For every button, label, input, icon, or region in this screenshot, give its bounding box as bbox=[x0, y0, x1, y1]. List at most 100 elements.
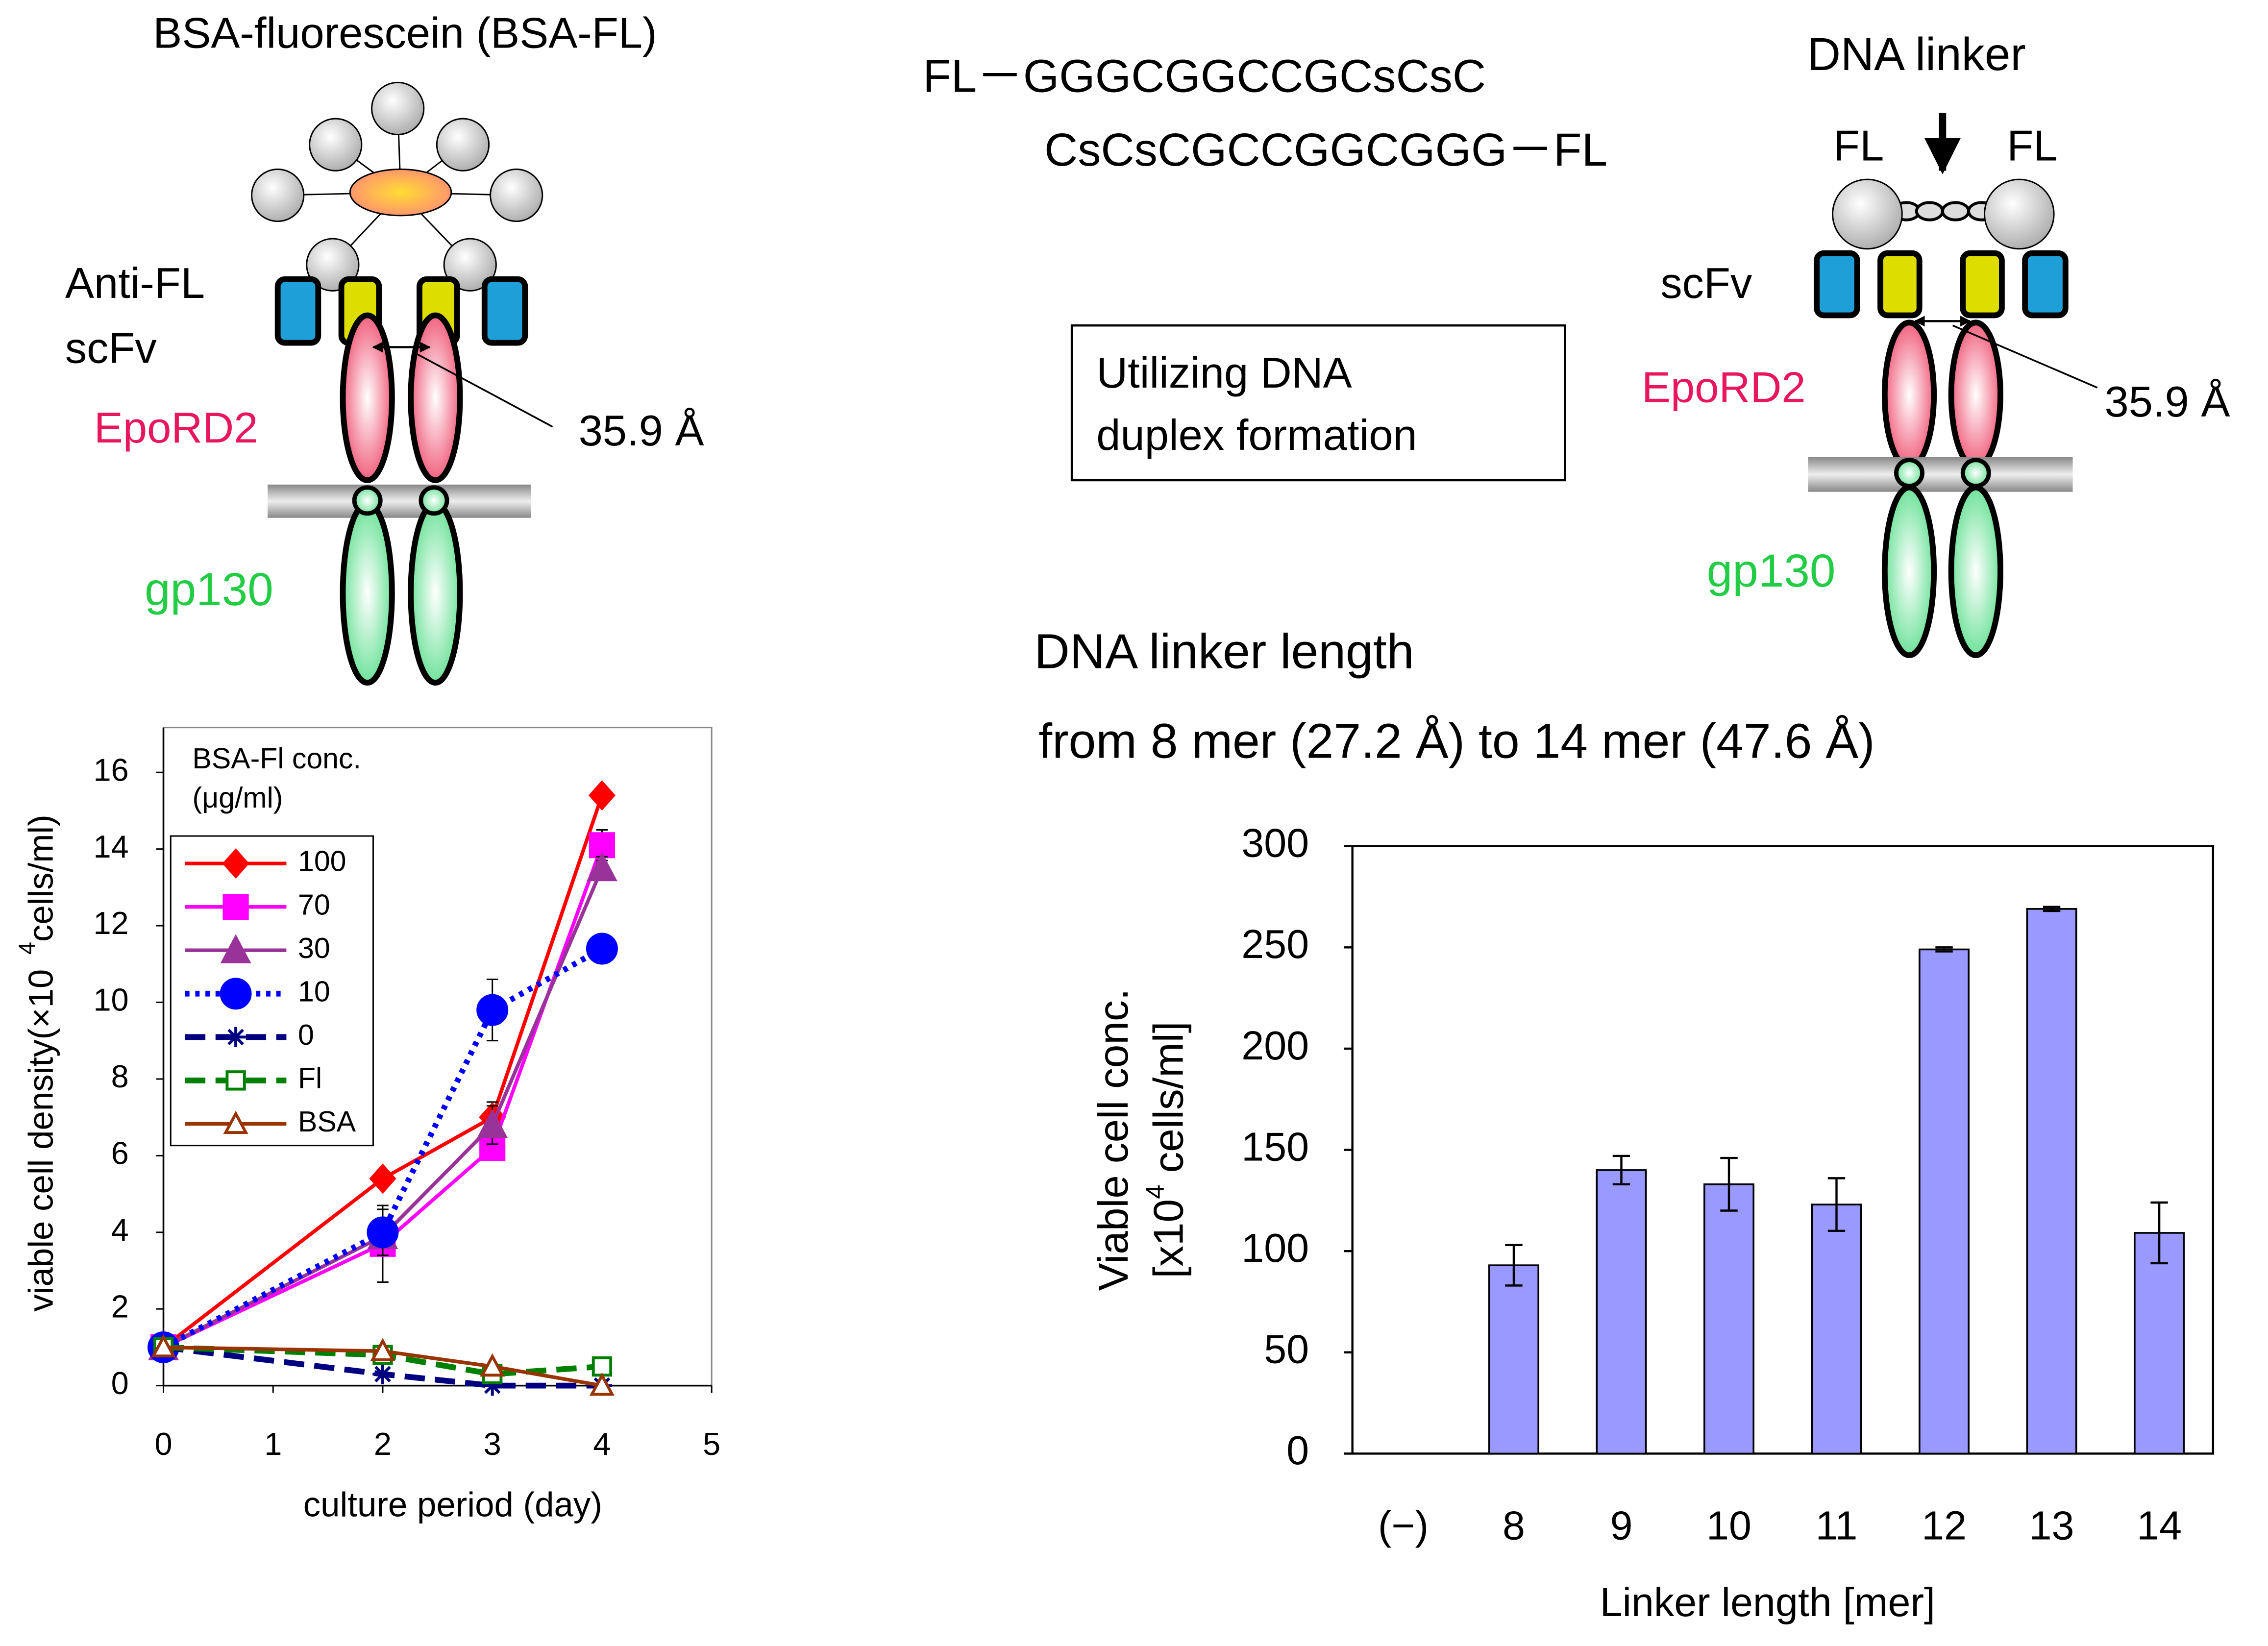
y-tick-label: 4 bbox=[111, 1212, 129, 1248]
error-bar bbox=[2150, 1201, 2168, 1265]
y-tick-label: 150 bbox=[1241, 1124, 1309, 1169]
x-tick-label: (−) bbox=[1378, 1503, 1429, 1548]
y-tick-label: 100 bbox=[1241, 1225, 1309, 1271]
marker bbox=[592, 1356, 613, 1377]
legend-label: 10 bbox=[298, 975, 330, 1007]
legend-label: 30 bbox=[298, 932, 330, 964]
legend-title: BSA-Fl conc. bbox=[193, 742, 361, 775]
legend-marker bbox=[220, 934, 251, 963]
label: gp130 bbox=[145, 564, 273, 615]
error-bar bbox=[1827, 1177, 1846, 1232]
legend-label: 0 bbox=[298, 1019, 314, 1051]
y-tick-label: 50 bbox=[1264, 1327, 1309, 1372]
series-line bbox=[162, 794, 604, 1349]
series-line bbox=[163, 1344, 602, 1389]
series bbox=[150, 1334, 615, 1396]
error-bar bbox=[1612, 1155, 1630, 1186]
marker bbox=[370, 1338, 395, 1361]
bar bbox=[2134, 1232, 2185, 1455]
y-tick-label: 2 bbox=[111, 1288, 129, 1324]
y-tick-label: 300 bbox=[1241, 820, 1309, 866]
error-bar bbox=[1935, 946, 1953, 953]
label: EpoRD2 bbox=[1642, 363, 1806, 411]
legend-marker bbox=[222, 894, 249, 920]
legend-label: 100 bbox=[298, 845, 346, 878]
bar bbox=[1919, 948, 1970, 1455]
label: 35.9 Å bbox=[2104, 377, 2230, 426]
bar bbox=[1811, 1204, 1862, 1455]
marker bbox=[150, 1334, 176, 1358]
marker bbox=[482, 1375, 503, 1396]
error-bar bbox=[1720, 1156, 1738, 1212]
label: scFv bbox=[1660, 259, 1752, 307]
label: FL bbox=[1833, 121, 1884, 170]
label: gp130 bbox=[1707, 545, 1836, 597]
label: FL bbox=[2007, 121, 2057, 170]
y-tick-label: 12 bbox=[93, 905, 128, 941]
bar bbox=[2026, 908, 2077, 1455]
legend-marker bbox=[222, 848, 249, 879]
legend-title: (μg/ml) bbox=[193, 782, 283, 814]
y-axis-label-part: cells/ml) bbox=[22, 814, 60, 942]
marker bbox=[589, 1372, 615, 1396]
legend-marker bbox=[225, 1070, 246, 1091]
marker bbox=[586, 933, 618, 965]
bar bbox=[1703, 1183, 1754, 1455]
sequence: CsCsCGCCGGCGGG－FL bbox=[1044, 124, 1607, 176]
x-tick-label: 13 bbox=[2029, 1503, 2074, 1548]
chart-title: DNA linker length bbox=[1034, 624, 1414, 679]
label: scFv bbox=[65, 324, 157, 372]
box-text: Utilizing DNA bbox=[1096, 348, 1352, 397]
bar bbox=[1596, 1169, 1647, 1455]
x-tick-label: 0 bbox=[154, 1426, 172, 1462]
y-tick-label: 200 bbox=[1241, 1023, 1309, 1068]
marker bbox=[367, 1216, 399, 1249]
series-line bbox=[163, 1344, 602, 1377]
diagram-title: BSA-fluorescein (BSA-FL) bbox=[153, 8, 657, 57]
x-tick-label: 2 bbox=[374, 1426, 392, 1462]
marker bbox=[372, 1364, 393, 1384]
marker bbox=[588, 780, 616, 811]
marker bbox=[477, 1108, 508, 1138]
marker bbox=[586, 852, 617, 882]
left-diagram bbox=[251, 81, 553, 686]
x-tick-label: 12 bbox=[1922, 1503, 1967, 1548]
right-diagram bbox=[1070, 113, 2098, 659]
x-axis-label: culture period (day) bbox=[303, 1485, 602, 1524]
error-bar bbox=[2043, 906, 2061, 912]
legend-marker bbox=[223, 1110, 248, 1134]
x-tick-label: 8 bbox=[1503, 1503, 1525, 1548]
plot-frame bbox=[1351, 845, 2215, 1455]
y-axis-label: Viable cell conc. bbox=[1090, 988, 1137, 1291]
legend-label: Fl bbox=[298, 1062, 322, 1094]
sequence: FL－GGGCGGCCGCsCsC bbox=[923, 50, 1486, 102]
y-tick-label: 10 bbox=[93, 982, 128, 1018]
y-tick-label: 6 bbox=[111, 1135, 129, 1171]
marker bbox=[476, 994, 509, 1026]
legend-marker bbox=[225, 1027, 246, 1047]
error-bar bbox=[1505, 1244, 1523, 1287]
marker bbox=[369, 1163, 396, 1194]
y-tick-label: 8 bbox=[111, 1058, 129, 1094]
y-axis-label-part: cells/ml] bbox=[1145, 1021, 1192, 1184]
x-tick-label: 14 bbox=[2137, 1503, 2182, 1548]
marker bbox=[479, 1135, 506, 1161]
y-axis-label: [x104 cells/ml] bbox=[1141, 1021, 1192, 1278]
x-tick-label: 4 bbox=[593, 1426, 611, 1462]
legend-box bbox=[170, 835, 374, 1147]
series-line bbox=[163, 1345, 603, 1388]
chart-title: from 8 mer (27.2 Å) to 14 mer (47.6 Å) bbox=[1038, 714, 1874, 769]
label: Anti-FL bbox=[65, 259, 205, 307]
label: 35.9 Å bbox=[579, 406, 704, 455]
x-tick-label: 3 bbox=[484, 1426, 501, 1462]
x-tick-label: 5 bbox=[703, 1426, 720, 1462]
x-tick-label: 1 bbox=[264, 1426, 282, 1462]
y-tick-label: 16 bbox=[93, 752, 128, 787]
y-tick-label: 250 bbox=[1241, 921, 1309, 967]
y-axis-label-part: 4 bbox=[14, 942, 40, 955]
legend-label: BSA bbox=[298, 1106, 356, 1138]
x-axis-label: Linker length [mer] bbox=[1600, 1579, 1935, 1625]
y-tick-label: 0 bbox=[1286, 1427, 1309, 1473]
